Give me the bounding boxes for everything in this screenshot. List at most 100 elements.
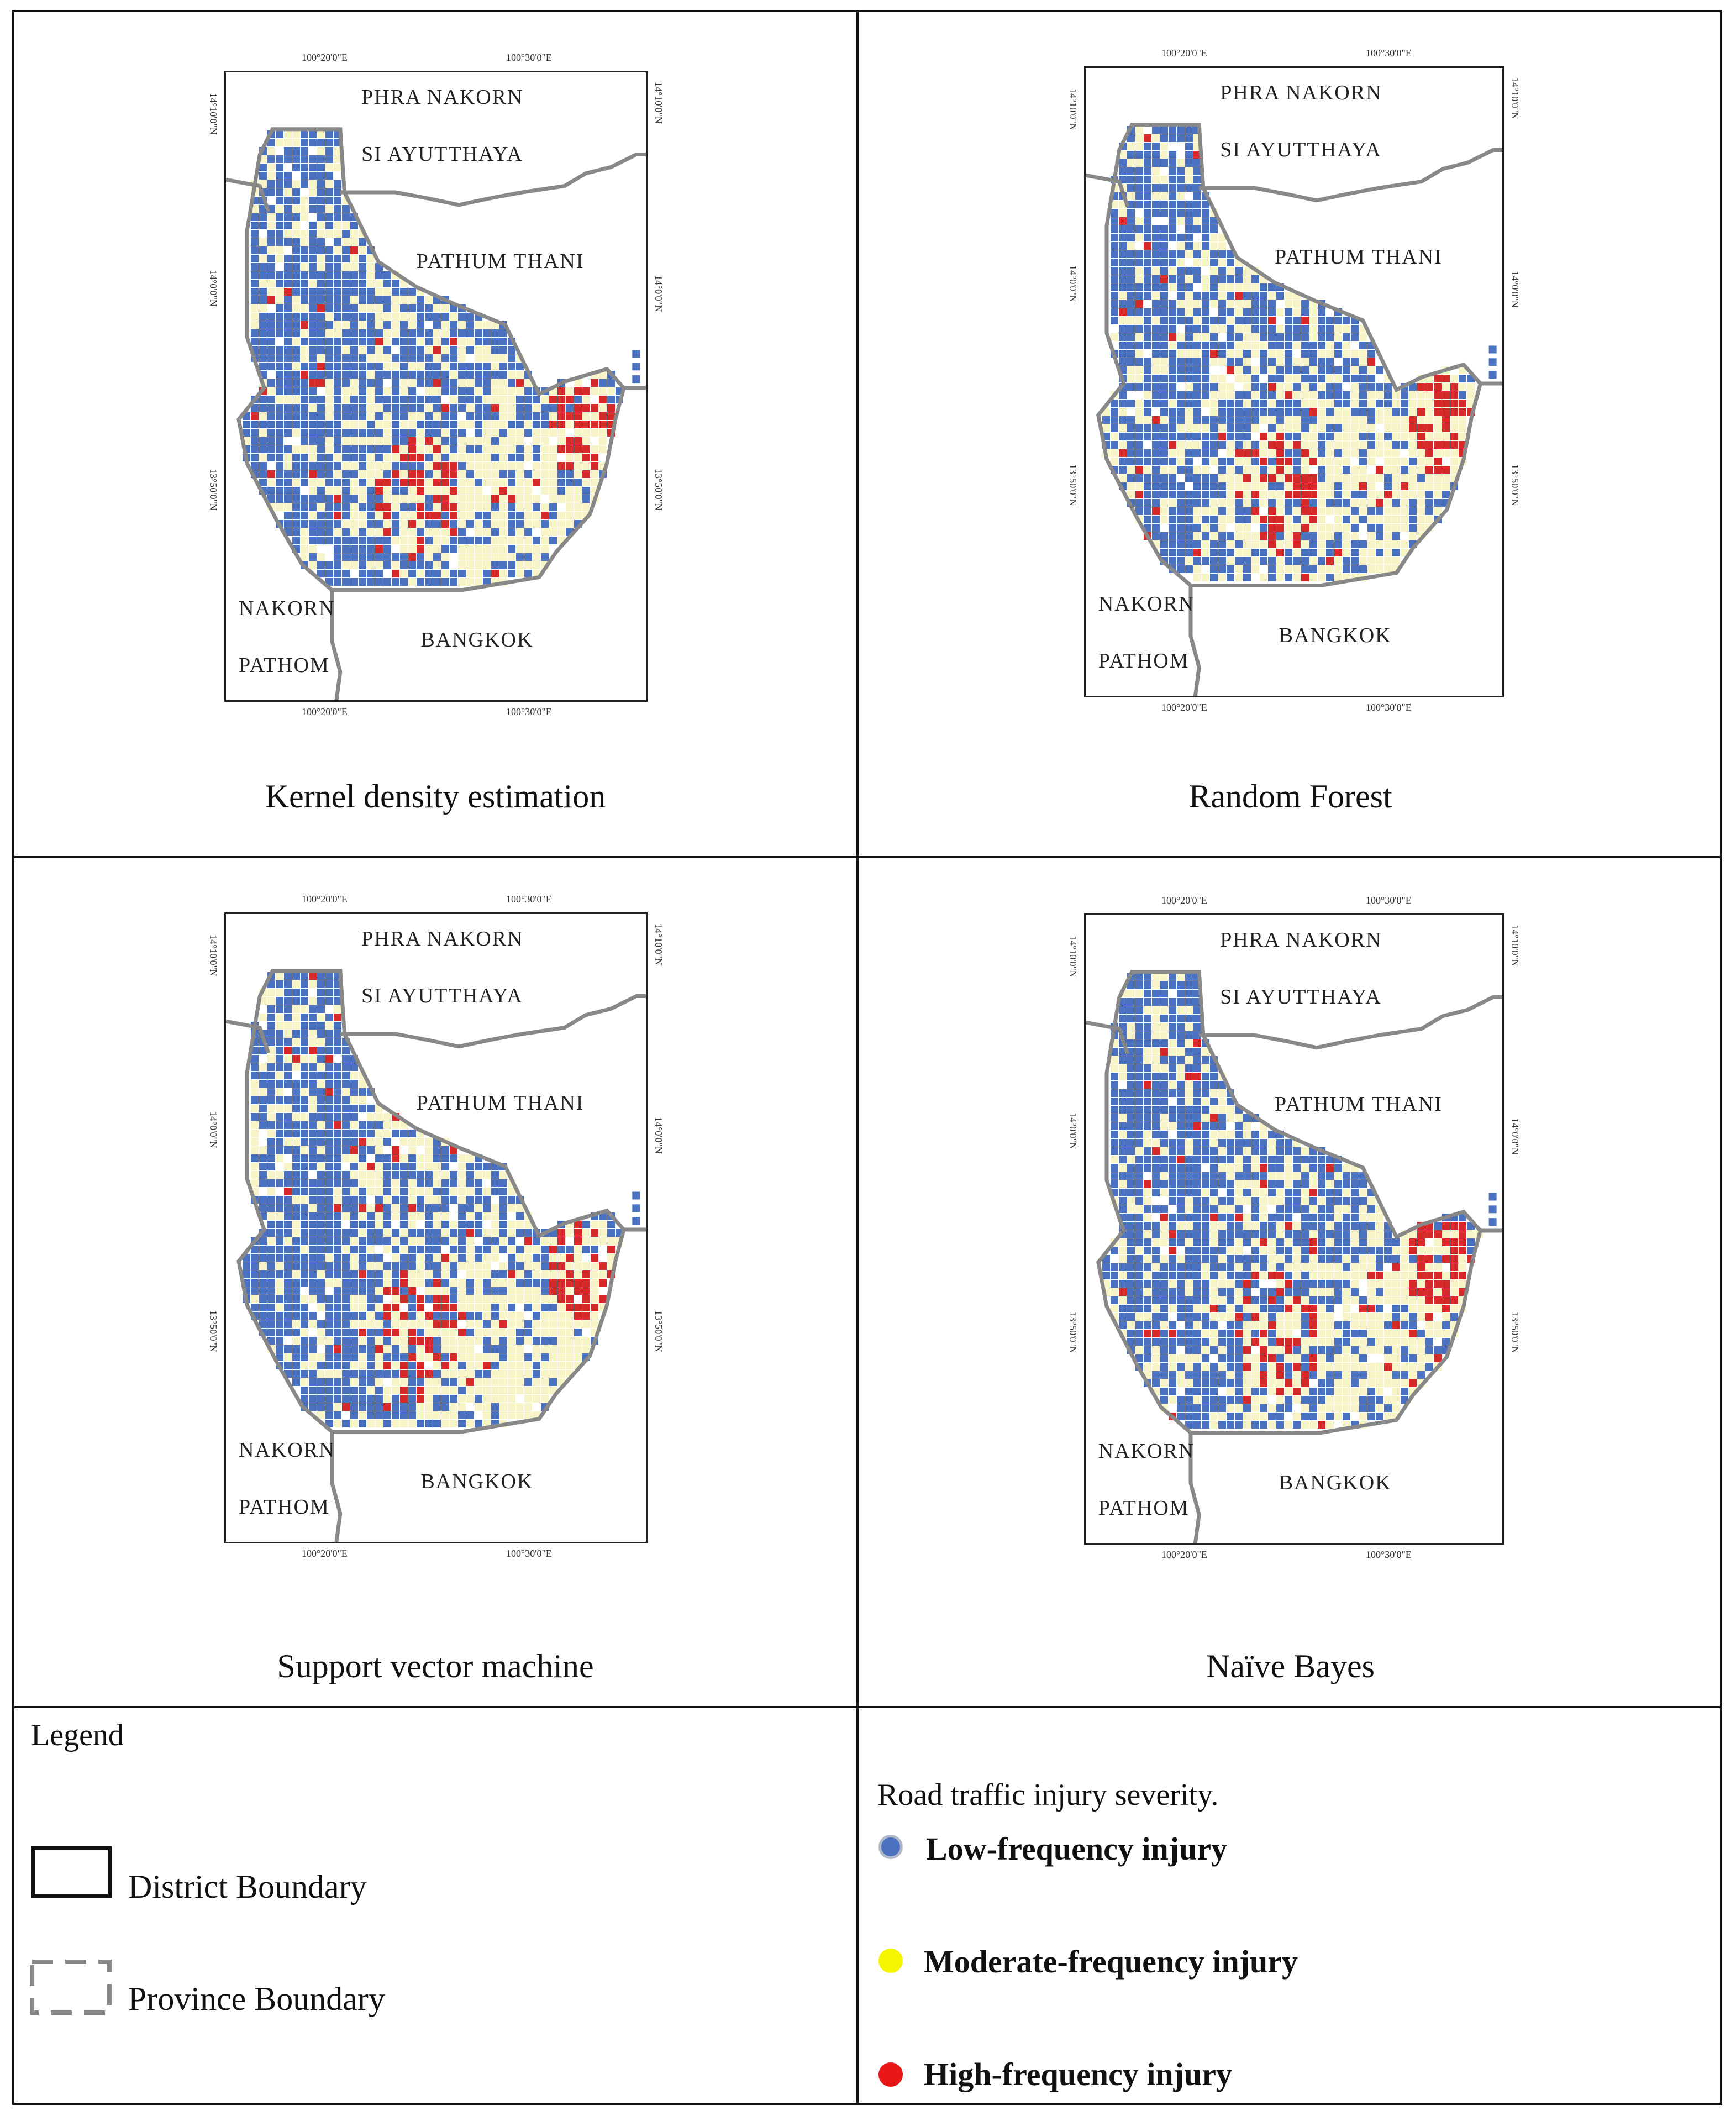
- grid-cell: [267, 1320, 275, 1328]
- grid-cell: [1177, 458, 1185, 465]
- grid-cell: [1202, 441, 1209, 449]
- grid-cell: [1144, 375, 1151, 382]
- grid-cell: [1268, 499, 1276, 507]
- grid-cell: [417, 338, 424, 345]
- grid-cell: [1326, 1189, 1334, 1196]
- grid-cell: [267, 1022, 275, 1030]
- grid-cell: [367, 1312, 375, 1320]
- grid-cell: [1450, 391, 1458, 399]
- grid-cell: [1318, 350, 1325, 358]
- grid-cell: [1442, 416, 1450, 424]
- grid-cell: [458, 445, 466, 453]
- grid-cell: [1193, 358, 1201, 366]
- grid-cell: [1160, 209, 1168, 217]
- grid-cell: [524, 404, 532, 412]
- grid-cell: [516, 1353, 524, 1361]
- grid-cell: [276, 188, 283, 196]
- grid-cell: [276, 1030, 283, 1038]
- grid-cell: [1409, 524, 1417, 532]
- grid-cell: [549, 412, 557, 420]
- grid-cell: [591, 1287, 598, 1295]
- grid-cell: [276, 164, 283, 171]
- grid-cell: [508, 1246, 515, 1253]
- grid-cell: [375, 545, 383, 553]
- grid-cell: [284, 1287, 292, 1295]
- grid-cell: [1210, 317, 1218, 324]
- grid-cell: [1293, 1172, 1301, 1180]
- grid-cell: [1185, 1139, 1193, 1147]
- grid-cell: [466, 1411, 474, 1419]
- grid-cell: [392, 396, 399, 403]
- grid-cell: [1285, 1156, 1292, 1163]
- grid-cell: [466, 470, 474, 478]
- grid-cell: [607, 1254, 615, 1262]
- grid-cell: [1160, 1048, 1168, 1056]
- grid-cell: [433, 1171, 441, 1179]
- grid-cell: [359, 1312, 366, 1320]
- grid-cell: [1202, 1073, 1209, 1080]
- grid-cell: [499, 1345, 507, 1353]
- grid-cell: [292, 520, 300, 528]
- grid-cell: [1127, 366, 1135, 374]
- grid-cell: [292, 396, 300, 403]
- grid-cell: [549, 512, 557, 519]
- grid-cell: [1102, 424, 1110, 432]
- grid-cell: [1260, 1139, 1267, 1147]
- grid-cell: [334, 1105, 341, 1112]
- grid-cell: [301, 1171, 308, 1179]
- grid-cell: [549, 1279, 557, 1287]
- grid-cell: [1144, 358, 1151, 366]
- grid-cell: [1434, 408, 1442, 416]
- grid-cell: [425, 1411, 433, 1419]
- grid-cell: [284, 462, 292, 470]
- grid-cell: [1144, 507, 1151, 515]
- grid-cell: [458, 437, 466, 445]
- grid-cell: [309, 1063, 317, 1071]
- grid-cell: [1193, 1039, 1201, 1047]
- grid-cell: [292, 1304, 300, 1311]
- grid-cell: [1169, 275, 1176, 283]
- grid-cell: [1177, 981, 1185, 989]
- grid-cell: [1169, 532, 1176, 540]
- grid-cell: [1218, 383, 1226, 391]
- grid-cell: [1185, 292, 1193, 300]
- grid-cell: [1152, 1039, 1160, 1047]
- grid-cell: [1260, 366, 1267, 374]
- grid-cell: [1144, 317, 1151, 324]
- grid-cell: [301, 1229, 308, 1237]
- grid-cell: [1450, 408, 1458, 416]
- grid-cell: [317, 1047, 325, 1054]
- grid-cell: [1235, 275, 1243, 283]
- grid-cell: [1119, 424, 1127, 432]
- grid-cell: [1127, 267, 1135, 275]
- grid-cell: [475, 1337, 482, 1345]
- grid-cell: [309, 437, 317, 445]
- coord-label-left-top: 14°10'0"N: [1067, 88, 1079, 130]
- grid-cell: [1227, 1114, 1234, 1122]
- grid-cell: [383, 545, 391, 553]
- grid-cell: [425, 1279, 433, 1287]
- grid-cell: [1318, 482, 1325, 490]
- grid-cell: [433, 1221, 441, 1228]
- grid-cell: [375, 503, 383, 511]
- grid-cell: [359, 578, 366, 586]
- grid-cell: [1251, 275, 1259, 283]
- grid-cell: [1268, 540, 1276, 548]
- grid-cell: [475, 363, 482, 370]
- grid-cell: [284, 172, 292, 180]
- grid-cell: [533, 1353, 540, 1361]
- grid-cell: [251, 246, 259, 254]
- grid-cell: [533, 1320, 540, 1328]
- grid-cell: [524, 495, 532, 503]
- grid-cell: [1177, 1131, 1185, 1138]
- grid-cell: [1318, 375, 1325, 382]
- grid-cell: [483, 545, 491, 553]
- grid-cell: [317, 1154, 325, 1162]
- grid-cell: [1169, 1156, 1176, 1163]
- grid-cell: [1409, 458, 1417, 465]
- grid-cell: [1326, 350, 1334, 358]
- grid-cell: [284, 512, 292, 519]
- grid-cell: [309, 1362, 317, 1369]
- grid-cell: [267, 1121, 275, 1129]
- grid-cell: [392, 1237, 399, 1245]
